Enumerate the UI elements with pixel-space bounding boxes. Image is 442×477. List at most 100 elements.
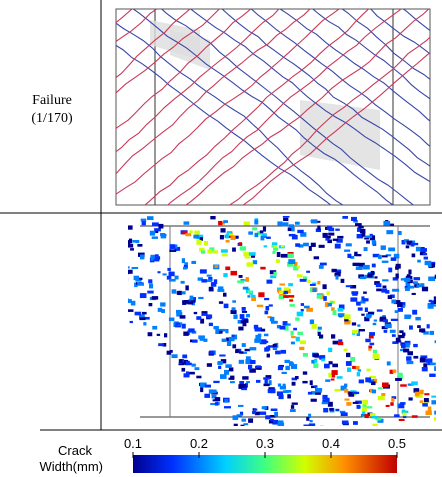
speckle	[345, 243, 352, 247]
speckle	[277, 420, 284, 424]
speckle	[169, 244, 176, 249]
speckle	[309, 283, 316, 286]
speckle	[149, 283, 154, 289]
speckle	[352, 391, 360, 395]
speckle	[36, 219, 42, 223]
speckle	[227, 233, 234, 236]
speckle	[334, 243, 341, 249]
speckle	[219, 328, 226, 332]
speckle	[300, 232, 307, 237]
speckle	[147, 216, 154, 221]
speckle	[317, 332, 321, 336]
speckle	[263, 377, 270, 380]
speckle	[344, 314, 351, 320]
speckle	[200, 387, 204, 393]
speckle	[67, 245, 72, 248]
speckle	[371, 239, 376, 245]
speckle	[207, 249, 213, 254]
speckle	[413, 343, 418, 348]
speckle	[241, 425, 245, 426]
speckle	[381, 393, 386, 397]
speckle	[193, 311, 198, 315]
speckle	[254, 219, 259, 225]
speckle	[315, 388, 322, 393]
speckle	[282, 390, 289, 393]
speckle	[369, 233, 373, 237]
speckle	[377, 395, 385, 401]
speckle	[397, 302, 403, 308]
speckle	[92, 238, 97, 240]
speckle	[266, 353, 270, 358]
speckle	[116, 295, 119, 298]
speckle	[131, 267, 139, 270]
speckle	[303, 424, 311, 426]
speckle	[437, 374, 442, 378]
speckle	[318, 355, 325, 359]
speckle	[423, 398, 429, 403]
speckle	[121, 229, 125, 234]
speckle	[423, 256, 428, 260]
speckle	[356, 234, 364, 239]
speckle	[152, 325, 158, 330]
speckle	[244, 256, 251, 259]
speckle	[296, 311, 304, 317]
speckle	[344, 317, 349, 322]
speckle	[232, 415, 239, 420]
speckle	[230, 375, 235, 380]
speckle	[259, 411, 267, 415]
speckle	[166, 275, 172, 280]
speckle	[353, 421, 358, 425]
speckle	[320, 294, 325, 300]
speckle	[115, 223, 118, 227]
speckle	[395, 300, 401, 305]
speckle	[389, 329, 396, 333]
speckle	[438, 280, 442, 283]
speckle	[93, 238, 100, 241]
speckle	[272, 251, 276, 254]
speckle	[430, 300, 435, 305]
speckle	[181, 367, 186, 372]
speckle	[280, 253, 288, 258]
speckle	[219, 235, 224, 240]
speckle	[335, 408, 340, 412]
speckle	[352, 365, 356, 369]
speckle	[50, 227, 54, 230]
speckle	[283, 295, 289, 298]
speckle	[203, 241, 209, 246]
speckle	[269, 316, 275, 322]
speckle	[350, 255, 355, 259]
speckle	[254, 411, 260, 416]
speckle	[358, 274, 364, 279]
crack	[370, 9, 430, 55]
speckle	[278, 427, 285, 430]
speckle	[360, 300, 366, 304]
speckle	[344, 249, 351, 252]
speckle	[150, 254, 156, 260]
speckle	[350, 285, 357, 289]
speckle	[308, 423, 316, 426]
speckle	[369, 342, 375, 346]
speckle	[391, 397, 395, 402]
speckle	[303, 242, 309, 247]
speckle	[174, 324, 182, 328]
speckle	[199, 247, 205, 252]
speckle	[307, 391, 313, 395]
speckle	[310, 242, 316, 247]
speckle	[267, 389, 274, 394]
speckle	[351, 322, 357, 326]
crack	[250, 9, 430, 147]
speckle	[403, 348, 410, 353]
speckle	[423, 331, 429, 335]
speckle	[281, 222, 289, 227]
speckle	[359, 228, 366, 234]
speckle	[182, 230, 187, 235]
crack	[160, 9, 415, 205]
speckle	[392, 369, 397, 373]
speckle	[413, 277, 421, 281]
speckle	[309, 319, 315, 325]
speckle	[243, 221, 250, 226]
speckle	[367, 273, 373, 278]
speckle	[103, 273, 107, 278]
speckle	[313, 363, 319, 368]
speckle	[413, 355, 419, 359]
